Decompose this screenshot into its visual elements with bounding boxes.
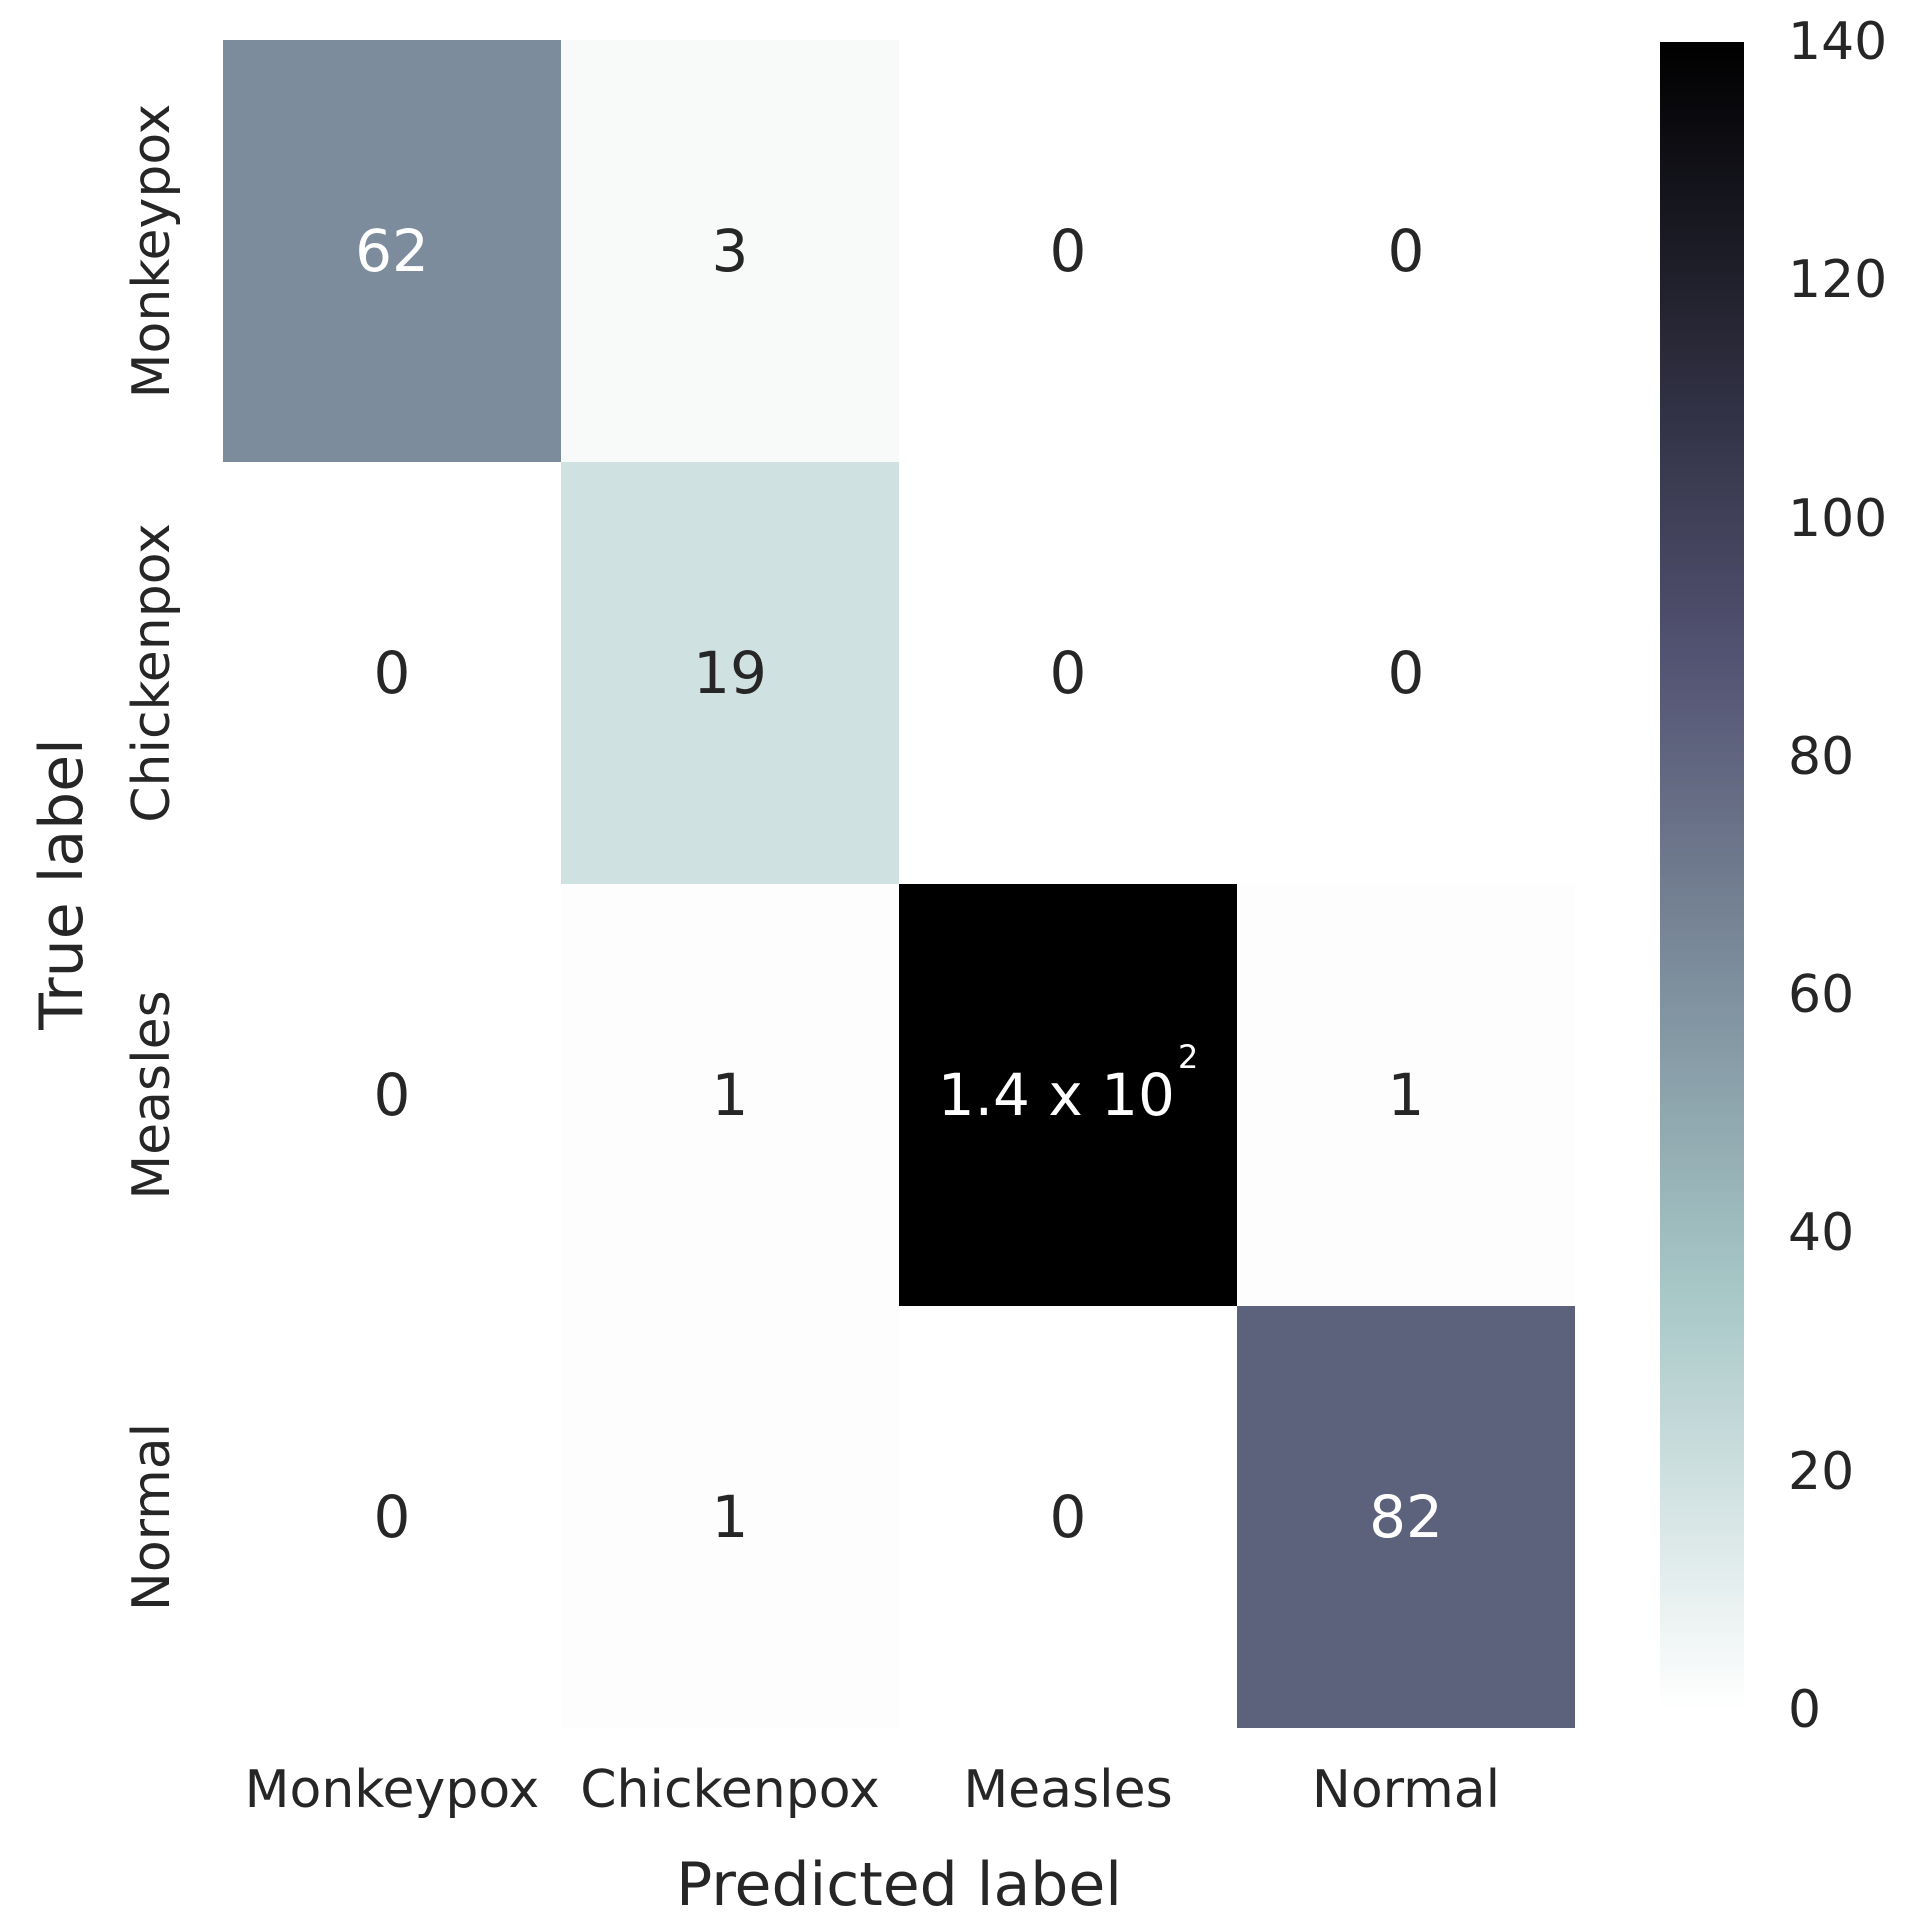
colorbar-tick-20: 20	[1788, 1441, 1855, 1502]
heatmap-cell: 0	[223, 1306, 561, 1728]
cell-value: 0	[1049, 639, 1087, 707]
x-axis-title: Predicted label	[676, 1850, 1122, 1920]
heatmap-cell: 62	[223, 40, 561, 462]
cell-value: 3	[711, 217, 749, 285]
heatmap-cell: 1	[561, 1306, 899, 1728]
y-tick-label-normal: Normal	[122, 1422, 182, 1612]
cell-value: 1	[711, 1061, 749, 1129]
cell-value: 0	[373, 1061, 411, 1129]
heatmap-cell: 1	[1237, 884, 1575, 1306]
y-tick-label-measles: Measles	[122, 990, 182, 1200]
colorbar-tick-100: 100	[1788, 488, 1888, 549]
heatmap-cell: 0	[223, 462, 561, 884]
heatmap-cell: 82	[1237, 1306, 1575, 1728]
y-tick-label-chickenpox: Chickenpox	[122, 523, 182, 823]
colorbar	[1660, 42, 1744, 1710]
cell-value: 19	[693, 639, 767, 707]
colorbar-tick-0: 0	[1788, 1680, 1822, 1740]
cell-value: 0	[373, 639, 411, 707]
cell-value: 1	[1387, 1061, 1425, 1129]
colorbar-tick-60: 60	[1788, 965, 1855, 1026]
colorbar-tick-40: 40	[1788, 1203, 1855, 1264]
cell-value-exponent: 2	[1177, 1037, 1199, 1076]
heatmap-cell: 1.4 x 102	[899, 884, 1237, 1306]
y-axis-title: True label	[27, 738, 97, 1030]
cell-value: 0	[1387, 217, 1425, 285]
x-tick-label-normal: Normal	[1311, 1760, 1501, 1820]
cell-value: 1.4 x 102	[937, 1037, 1199, 1129]
heatmap-cell: 1	[561, 884, 899, 1306]
y-tick-label-monkeypox: Monkeypox	[122, 103, 182, 399]
heatmap-cell: 0	[1237, 462, 1575, 884]
heatmap-cell: 0	[899, 1306, 1237, 1728]
heatmap-grid: 62 3 0 0 0 19 0 0 0 1 1.4 x 102 1 0 1 0 82	[223, 40, 1575, 1728]
x-tick-label-monkeypox: Monkeypox	[244, 1760, 540, 1820]
x-tick-label-chickenpox: Chickenpox	[580, 1760, 880, 1820]
x-tick-label-measles: Measles	[963, 1760, 1173, 1820]
cell-value: 1	[711, 1483, 749, 1551]
cell-value: 0	[373, 1483, 411, 1551]
heatmap-cell: 0	[899, 462, 1237, 884]
cell-value: 0	[1049, 1483, 1087, 1551]
colorbar-tick-120: 120	[1788, 250, 1888, 311]
heatmap-cell: 0	[223, 884, 561, 1306]
cell-value: 0	[1049, 217, 1087, 285]
cell-value: 82	[1369, 1483, 1443, 1551]
heatmap-cell: 0	[899, 40, 1237, 462]
colorbar-tick-140: 140	[1788, 12, 1888, 72]
cell-value: 62	[355, 217, 429, 285]
heatmap-cell: 0	[1237, 40, 1575, 462]
heatmap-cell: 19	[561, 462, 899, 884]
heatmap-cell: 3	[561, 40, 899, 462]
colorbar-tick-80: 80	[1788, 726, 1855, 787]
cell-value: 0	[1387, 639, 1425, 707]
